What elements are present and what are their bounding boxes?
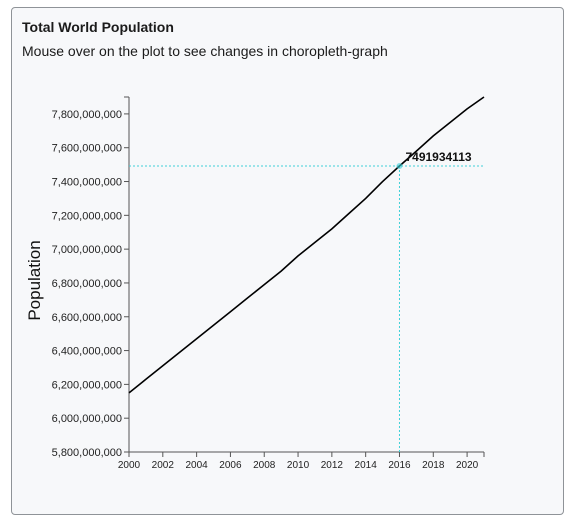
y-tick-label: 6,600,000,000 — [52, 312, 122, 324]
x-tick-label: 2010 — [287, 460, 310, 471]
x-tick-label: 2018 — [422, 460, 445, 471]
y-tick-label: 7,200,000,000 — [52, 210, 122, 222]
hover-point[interactable] — [396, 162, 403, 169]
y-axis: 5,800,000,000 6,000,000,000 6,200,000,000 6… — [52, 96, 130, 459]
card-subtitle: Mouse over on the plot to see changes in… — [22, 43, 388, 59]
y-tick-label: 6,000,000,000 — [52, 413, 122, 425]
x-axis: 2000 2002 2004 2006 2008 2010 2012 2014 2016 2018… — [118, 451, 485, 471]
series-line-population[interactable] — [128, 96, 485, 394]
x-tick-label: 2020 — [456, 460, 479, 471]
y-tick-label: 6,800,000,000 — [52, 278, 122, 290]
card-title: Total World Population — [22, 19, 174, 35]
x-tick-label: 2016 — [388, 460, 411, 471]
y-axis-label: Population — [25, 240, 44, 320]
y-tick-label: 7,800,000,000 — [52, 109, 122, 121]
x-tick-label: 2004 — [185, 460, 208, 471]
x-tick-label: 2000 — [118, 460, 141, 471]
x-tick-label: 2014 — [355, 460, 378, 471]
x-tick-label: 2008 — [253, 460, 276, 471]
y-tick-label: 7,600,000,000 — [52, 143, 122, 155]
x-tick-label: 2012 — [321, 460, 344, 471]
y-tick-label: 6,200,000,000 — [52, 379, 122, 391]
x-tick-label: 2002 — [152, 460, 175, 471]
chart-card: Total World Population Mouse over on the… — [11, 7, 564, 515]
y-tick-label: 5,800,000,000 — [52, 447, 122, 459]
y-tick-label: 7,000,000,000 — [52, 244, 122, 256]
hover-value-label: 7491934113 — [405, 150, 471, 164]
y-tick-label: 6,400,000,000 — [52, 346, 122, 358]
x-tick-label: 2006 — [219, 460, 242, 471]
y-tick-label: 7,400,000,000 — [52, 177, 122, 189]
